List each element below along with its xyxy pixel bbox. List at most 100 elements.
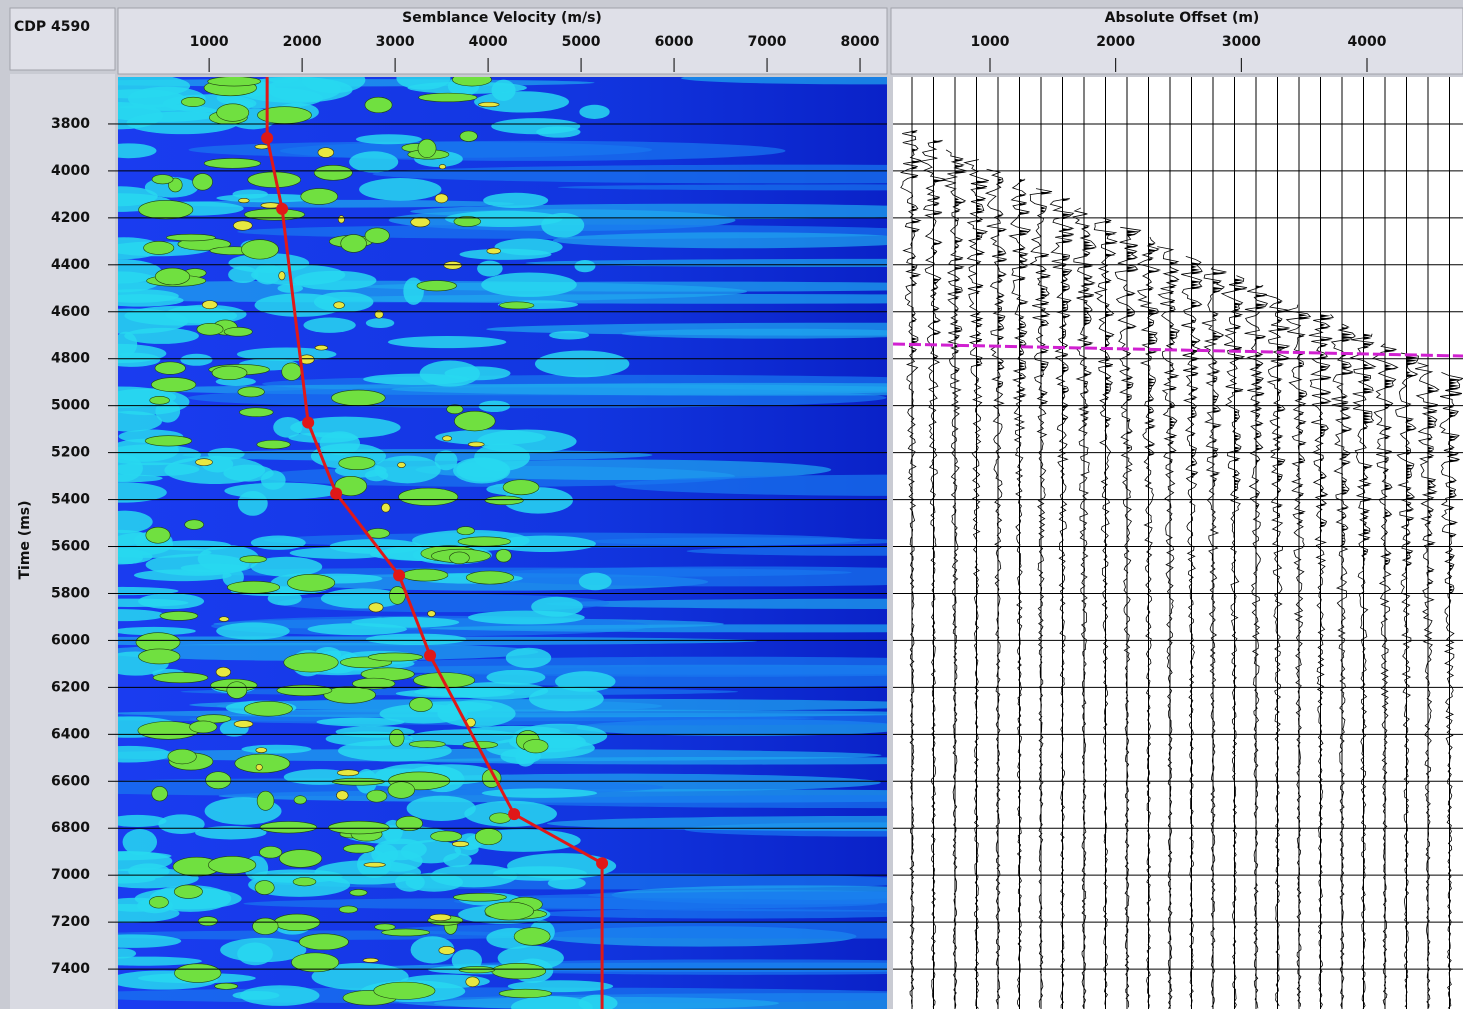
semblance-peak <box>204 158 260 168</box>
x-tick-label: 6000 <box>655 34 694 50</box>
x-tick-label: 1000 <box>190 34 229 50</box>
semblance-peak <box>490 813 511 823</box>
semblance-peak <box>479 102 500 107</box>
semblance-peak <box>259 846 281 858</box>
semblance-blob <box>535 350 629 377</box>
semblance-peak <box>431 831 462 842</box>
semblance-blob <box>356 134 422 144</box>
semblance-peak <box>219 617 229 622</box>
semblance-peak <box>255 881 274 895</box>
semblance-peak <box>257 107 311 124</box>
semblance-peak <box>466 571 513 584</box>
semblance-blob <box>481 273 577 297</box>
y-tick-label: 4800 <box>51 351 90 367</box>
panel-title: Absolute Offset (m) <box>1105 10 1260 26</box>
semblance-peak <box>181 97 205 106</box>
semblance-peak <box>499 302 533 309</box>
velocity-pick <box>508 808 520 820</box>
semblance-peak <box>475 829 502 845</box>
semblance-peak <box>402 569 448 581</box>
semblance-blob <box>579 573 612 591</box>
semblance-peak <box>227 581 279 593</box>
velocity-pick <box>261 132 273 144</box>
semblance-blob <box>349 151 398 172</box>
semblance-peak <box>459 966 495 973</box>
semblance-peak <box>155 268 190 285</box>
semblance-peak <box>257 791 274 810</box>
semblance-peak <box>217 104 249 122</box>
semblance-peak <box>202 301 217 309</box>
semblance-peak <box>460 131 477 141</box>
semblance-blob <box>251 536 306 550</box>
semblance-peak <box>452 841 468 846</box>
semblance-blob <box>536 126 580 137</box>
semblance-peak <box>499 989 552 998</box>
semblance-peak <box>496 549 511 562</box>
semblance-peak <box>233 221 252 230</box>
x-tick-label: 7000 <box>748 34 787 50</box>
semblance-blob <box>363 374 469 385</box>
semblance-peak <box>197 323 223 335</box>
semblance-peak <box>388 782 415 799</box>
semblance-peak <box>168 749 197 764</box>
semblance-peak <box>174 885 202 898</box>
semblance-blob <box>506 648 552 668</box>
semblance-peak <box>293 877 316 885</box>
semblance-peak <box>382 503 391 512</box>
y-tick-label: 5000 <box>51 398 90 414</box>
y-tick-label: 7400 <box>51 961 90 977</box>
semblance-peak <box>198 917 217 926</box>
semblance-blob <box>232 991 279 1000</box>
cdp-box <box>10 8 115 70</box>
semblance-blob <box>575 260 596 272</box>
semblance-blob <box>124 328 199 344</box>
y-tick-label: 6600 <box>51 773 90 789</box>
semblance-peak <box>485 496 523 505</box>
semblance-peak <box>215 983 238 989</box>
semblance-peak <box>430 914 451 921</box>
x-tick-label: 4000 <box>1348 34 1387 50</box>
semblance-peak <box>190 721 217 733</box>
semblance-peak <box>419 93 477 102</box>
semblance-blob <box>549 331 589 340</box>
semblance-peak <box>341 235 367 253</box>
semblance-peak <box>350 889 367 896</box>
semblance-blob <box>403 278 424 305</box>
x-tick-label: 8000 <box>841 34 880 50</box>
x-tick-label: 4000 <box>469 34 508 50</box>
semblance-peak <box>487 248 501 254</box>
semblance-peak <box>234 721 253 728</box>
y-tick-label: 6200 <box>51 679 90 695</box>
semblance-peak <box>255 144 269 149</box>
semblance-peak <box>485 902 534 920</box>
semblance-peak <box>492 963 546 979</box>
semblance-peak <box>417 281 457 291</box>
semblance-peak <box>150 396 170 404</box>
semblance-peak <box>166 234 215 241</box>
y-tick-label: 4200 <box>51 210 90 226</box>
semblance-peak <box>139 649 180 664</box>
semblance-peak <box>365 97 392 113</box>
semblance-peak <box>212 366 247 380</box>
semblance-blob <box>237 942 273 965</box>
semblance-peak <box>196 459 213 466</box>
semblance-peak <box>256 748 267 753</box>
semblance-peak <box>253 918 279 934</box>
semblance-peak <box>365 228 389 243</box>
semblance-peak <box>153 673 208 683</box>
x-tick-label: 3000 <box>376 34 415 50</box>
semblance-peak <box>284 653 338 672</box>
semblance-peak <box>364 862 386 867</box>
semblance-streak <box>532 909 936 918</box>
y-tick-label: 5800 <box>51 585 90 601</box>
velocity-analysis: CDP 4590 Semblance Velocity (m/s) Absolu… <box>0 0 1463 1009</box>
semblance-peak <box>457 527 474 535</box>
semblance-peak <box>409 741 445 748</box>
semblance-peak <box>338 216 344 223</box>
semblance-peak <box>155 362 185 374</box>
y-axis-title: Time (ms) <box>17 500 33 579</box>
velocity-pick <box>330 487 342 499</box>
semblance-peak <box>363 958 378 962</box>
y-tick-label: 6800 <box>51 820 90 836</box>
semblance-peak <box>256 764 262 770</box>
